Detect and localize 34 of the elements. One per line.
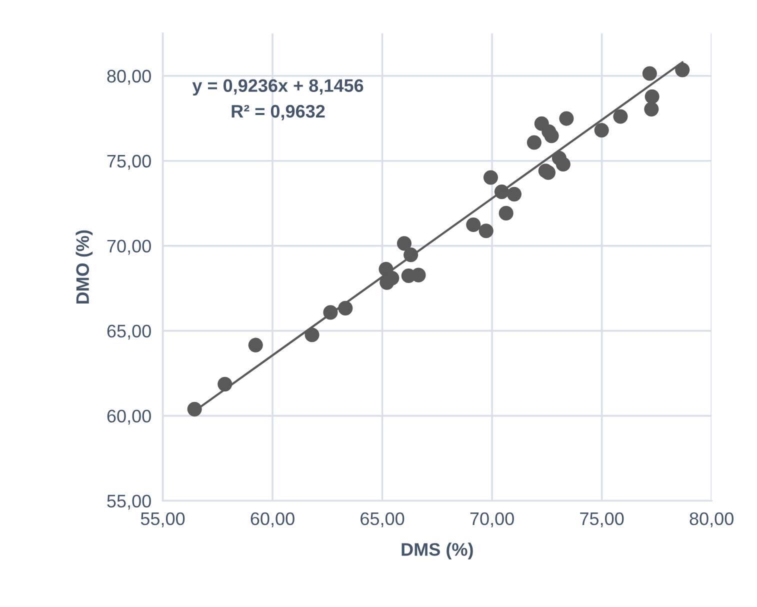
y-tick-label: 55,00: [107, 494, 151, 510]
point: [483, 170, 498, 185]
point: [644, 102, 659, 116]
point: [396, 236, 412, 251]
point: [248, 338, 263, 352]
x-tick-label: 70,00: [470, 512, 514, 528]
annotation: y = 0,9236x + 8,1456: [192, 79, 364, 96]
annotation: R² = 0,9632: [232, 104, 325, 120]
x-tick-label: 55,00: [140, 512, 185, 528]
y-tick-label: 75,00: [107, 154, 151, 170]
point: [559, 111, 574, 126]
x-tick-label: 65,00: [360, 512, 404, 528]
point: [644, 89, 660, 104]
point: [556, 156, 570, 172]
point: [304, 328, 320, 342]
y-tick-label: 80,00: [107, 70, 151, 85]
point: [466, 217, 481, 232]
x-tick-label: 60,00: [250, 512, 294, 528]
point: [478, 224, 494, 238]
point: [498, 206, 514, 220]
point: [544, 128, 559, 144]
x-axis-title: DMS (%): [402, 542, 473, 560]
y-tick-label: 65,00: [107, 324, 151, 340]
point: [594, 122, 609, 138]
y-tick-label: 70,00: [107, 240, 151, 255]
y-axis-title: DMO (%): [76, 230, 93, 304]
point: [506, 186, 522, 202]
x-tick-label: 75,00: [580, 512, 624, 528]
point: [411, 268, 426, 282]
x-tick-label: 80,00: [690, 512, 734, 528]
point: [526, 135, 542, 150]
point: [613, 109, 628, 124]
point: [642, 66, 657, 81]
y-tick-label: 60,00: [107, 410, 151, 425]
